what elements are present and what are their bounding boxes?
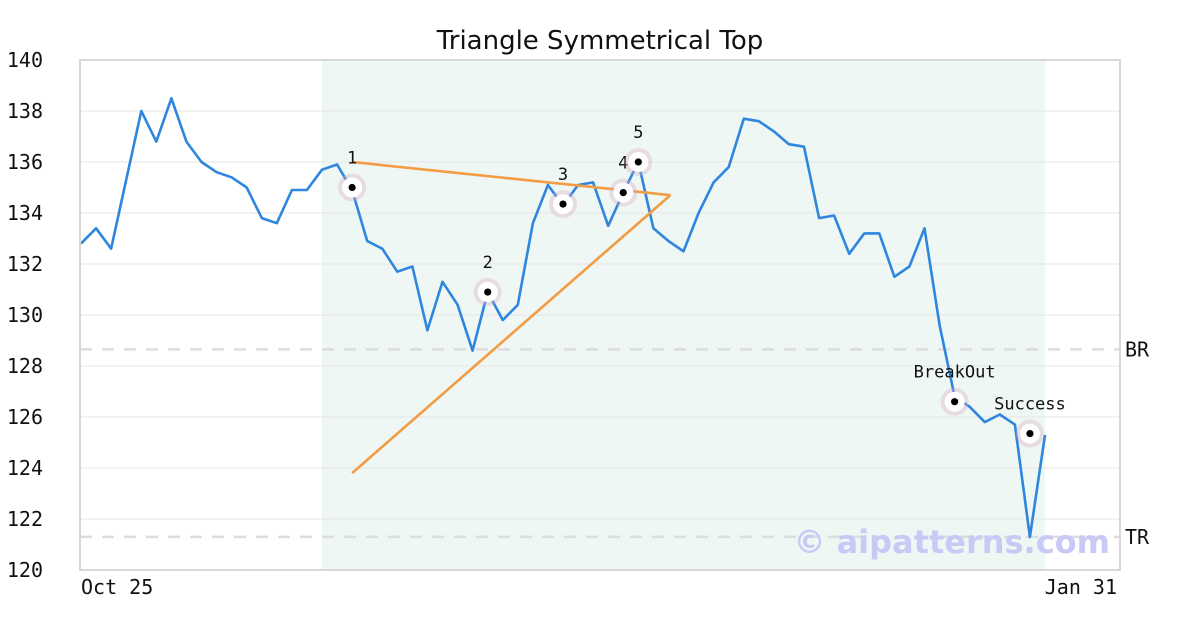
y-tick-label: 126 xyxy=(7,405,43,429)
point-dot xyxy=(619,189,627,197)
point-dot xyxy=(951,398,959,406)
reference-lines: BR TR xyxy=(80,337,1150,549)
point-label: 2 xyxy=(483,253,493,273)
point-dot xyxy=(1026,429,1034,438)
x-axis-ticks: Oct 25 Jan 31 xyxy=(81,575,1117,599)
point-label: 1 xyxy=(347,149,357,169)
y-tick-label: 124 xyxy=(7,456,43,480)
y-tick-label: 128 xyxy=(7,354,43,378)
y-tick-label: 134 xyxy=(7,201,43,225)
chart-title: Triangle Symmetrical Top xyxy=(436,26,764,56)
y-tick-label: 136 xyxy=(7,150,43,174)
point-label: 3 xyxy=(558,165,568,185)
y-axis-ticks: 120 122 124 126 128 130 132 134 136 138 140 xyxy=(7,48,43,582)
point-dot xyxy=(559,200,567,208)
point-dot xyxy=(348,183,356,192)
point-label: 4 xyxy=(618,154,628,174)
y-tick-label: 138 xyxy=(7,99,43,123)
point-dot xyxy=(634,158,642,166)
point-label: BreakOut xyxy=(914,363,996,383)
x-tick-label: Oct 25 xyxy=(81,575,153,599)
y-tick-label: 132 xyxy=(7,252,43,276)
reference-line-label: BR xyxy=(1125,337,1150,361)
y-tick-label: 140 xyxy=(7,48,43,72)
plot-frame xyxy=(79,59,1121,571)
reference-line-label: TR xyxy=(1125,525,1150,549)
y-tick-label: 130 xyxy=(7,303,43,327)
y-tick-label: 122 xyxy=(7,507,43,531)
y-tick-label: 120 xyxy=(7,558,43,582)
watermark: © aipatterns.com xyxy=(793,523,1110,561)
x-tick-label: Jan 31 xyxy=(1045,575,1117,599)
pattern-annotations: 1 2 3 45 BreakOut Success xyxy=(338,123,1066,448)
point-label: 5 xyxy=(633,123,643,143)
point-dot xyxy=(484,288,492,296)
trendline xyxy=(351,194,672,475)
point-label: Success xyxy=(994,395,1066,415)
